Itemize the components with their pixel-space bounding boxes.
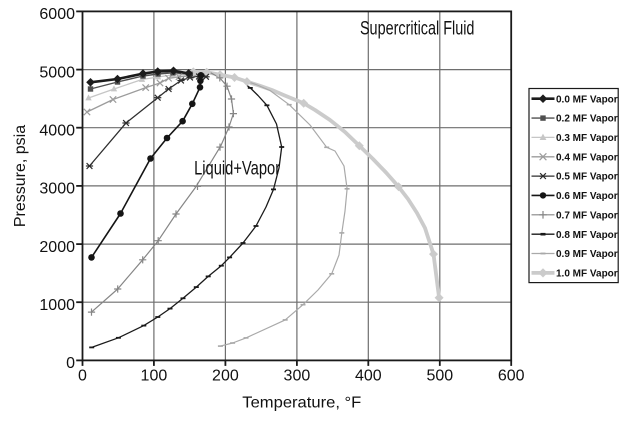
svg-text:0.8 MF Vapor: 0.8 MF Vapor — [556, 230, 618, 241]
svg-text:0.2 MF Vapor: 0.2 MF Vapor — [556, 114, 618, 125]
svg-text:Temperature, °F: Temperature, °F — [242, 394, 361, 411]
svg-text:100: 100 — [141, 368, 168, 385]
svg-text:0.3 MF Vapor: 0.3 MF Vapor — [556, 133, 618, 144]
svg-text:1000: 1000 — [39, 297, 75, 314]
svg-text:0.7 MF Vapor: 0.7 MF Vapor — [556, 210, 618, 221]
svg-text:400: 400 — [355, 368, 382, 385]
svg-text:0.0 MF Vapor: 0.0 MF Vapor — [556, 94, 618, 105]
svg-text:0.6 MF Vapor: 0.6 MF Vapor — [556, 191, 618, 202]
svg-text:2000: 2000 — [39, 239, 75, 256]
svg-text:200: 200 — [212, 368, 239, 385]
svg-text:Pressure, psia: Pressure, psia — [12, 125, 29, 227]
svg-text:Liquid+Vapor: Liquid+Vapor — [194, 159, 281, 180]
svg-text:0: 0 — [66, 355, 75, 372]
svg-text:Supercritical Fluid: Supercritical Fluid — [360, 18, 475, 39]
svg-text:0.9 MF Vapor: 0.9 MF Vapor — [556, 249, 618, 260]
svg-text:6000: 6000 — [39, 6, 75, 23]
svg-text:0: 0 — [78, 368, 87, 385]
svg-text:1.0 MF Vapor: 1.0 MF Vapor — [556, 269, 618, 280]
svg-text:3000: 3000 — [39, 181, 75, 198]
svg-text:4000: 4000 — [39, 123, 75, 140]
svg-text:0.5 MF Vapor: 0.5 MF Vapor — [556, 172, 618, 183]
svg-text:500: 500 — [426, 368, 453, 385]
svg-text:300: 300 — [284, 368, 311, 385]
svg-text:600: 600 — [498, 368, 525, 385]
svg-text:5000: 5000 — [39, 64, 75, 81]
svg-text:0.4 MF Vapor: 0.4 MF Vapor — [556, 152, 618, 163]
